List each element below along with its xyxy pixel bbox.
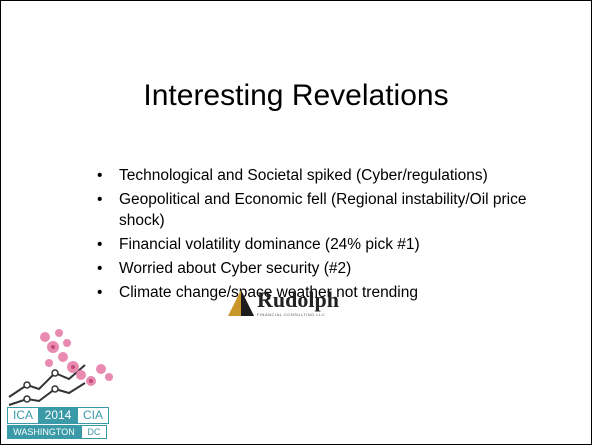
logo-icon [227,289,255,317]
bullet: Financial volatility dominance (24% pick… [97,234,567,255]
logo-text: ICA [7,407,39,424]
logo-text: 2014 [39,407,77,424]
bullet: Technological and Societal spiked (Cyber… [97,165,567,186]
rudolph-logo: Rudolph FINANCIAL CONSULTING LLC [227,287,357,321]
logo-text: WASHINGTON [7,425,81,439]
logo-text: CIA [77,407,109,424]
bullet: Geopolitical and Economic fell (Regional… [97,189,567,231]
bullet-list: Technological and Societal spiked (Cyber… [97,165,567,306]
ica-logo: ICA 2014 CIA WASHINGTON DC [5,323,117,441]
logo-text: FINANCIAL CONSULTING LLC [257,312,325,317]
logo-text: DC [81,425,107,439]
bullet: Worried about Cyber security (#2) [97,258,567,279]
logo-text: Rudolph [257,287,339,313]
slide-title: Interesting Revelations [1,79,591,113]
logo-graphic [5,323,117,407]
slide: Interesting Revelations Technological an… [0,0,592,445]
